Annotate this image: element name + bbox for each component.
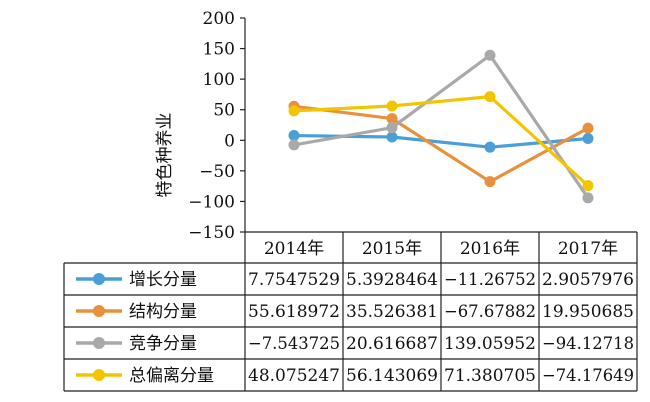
- series-2-point: [484, 176, 496, 188]
- series-3-point: [582, 192, 594, 204]
- series-1-point: [386, 131, 398, 143]
- table-value-cell: 139.05952: [444, 334, 536, 354]
- series-4-point: [288, 105, 300, 117]
- series-line-2: [293, 104, 589, 184]
- series-line-4: [293, 95, 590, 187]
- y-tick-label: 100: [203, 70, 235, 90]
- legend-series-name: 竞争分量: [129, 334, 197, 354]
- table-value-cell: 7.7547529: [248, 270, 340, 290]
- series-3-point: [386, 122, 398, 134]
- series-4-point: [386, 100, 398, 112]
- table-value-cell: 55.618972: [248, 302, 340, 322]
- legend-series-name: 结构分量: [129, 302, 197, 322]
- x-category-label: 2015年: [362, 239, 422, 259]
- legend-series-name: 增长分量: [129, 270, 197, 290]
- series-lines: [288, 49, 594, 204]
- x-category-label: 2016年: [460, 239, 520, 259]
- table-value-cell: 5.3928464: [346, 270, 438, 290]
- table-value-cell: 56.143069: [346, 366, 438, 386]
- y-tick-label: 50: [213, 101, 235, 121]
- y-tick-label: −50: [199, 162, 235, 182]
- table-value-cell: 71.380705: [444, 366, 536, 386]
- table-value-cell: −11.26752: [444, 270, 536, 290]
- table-value-cell: 19.950685: [542, 302, 634, 322]
- series-1-point: [288, 130, 300, 142]
- table-value-cell: −67.67882: [444, 302, 536, 322]
- table-value-cell: 35.526381: [346, 302, 438, 322]
- series-2-point: [386, 113, 398, 125]
- series-3-point: [484, 49, 496, 61]
- table-value-cell: −7.543725: [248, 334, 340, 354]
- y-tick-label: −150: [188, 223, 235, 243]
- series-4-point: [484, 91, 496, 103]
- y-axis-title: 特色种养业: [155, 113, 175, 198]
- y-tick-label: 200: [203, 9, 235, 29]
- legend-key-marker: [93, 337, 105, 349]
- x-category-label: 2014年: [264, 239, 324, 259]
- table-value-cell: 48.075247: [248, 366, 340, 386]
- y-axis-title-group: 特色种养业: [155, 113, 175, 198]
- legend-series-name: 总偏离分量: [129, 366, 214, 386]
- y-axis: 200 150 100 50 0 −50 −100 −150: [188, 9, 246, 243]
- series-1-point: [582, 133, 594, 145]
- table-value-cell: −74.17649: [542, 366, 634, 386]
- y-tick-label: 150: [203, 40, 235, 60]
- series-3-point: [288, 139, 300, 151]
- legend-key-marker: [93, 305, 105, 317]
- series-line-3: [293, 53, 590, 199]
- table-value-cell: −94.12718: [542, 334, 634, 354]
- series-2-point: [582, 122, 594, 134]
- y-tick-label: −100: [188, 192, 235, 212]
- legend-key-marker: [93, 369, 105, 381]
- table-value-cell: 20.616687: [346, 334, 438, 354]
- y-tick-label: 0: [224, 131, 235, 151]
- series-4-point: [582, 180, 594, 192]
- legend-key-marker: [93, 273, 105, 285]
- x-category-label: 2017年: [558, 239, 618, 259]
- series-1-point: [484, 141, 496, 153]
- table-value-cell: 2.9057976: [542, 270, 634, 290]
